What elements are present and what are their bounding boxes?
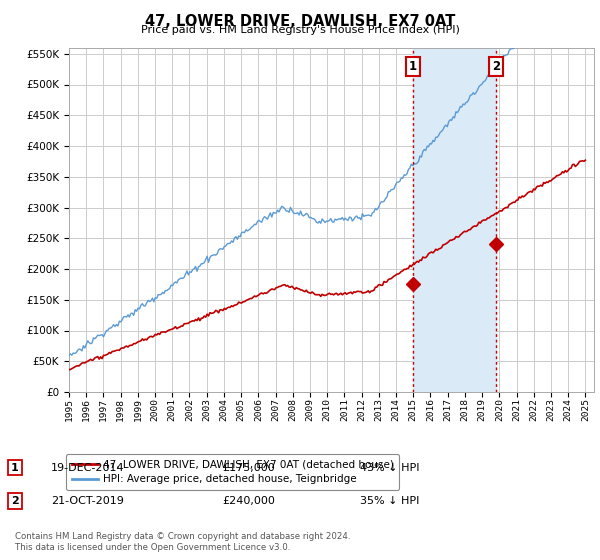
Text: 47, LOWER DRIVE, DAWLISH, EX7 0AT: 47, LOWER DRIVE, DAWLISH, EX7 0AT: [145, 14, 455, 29]
Text: Price paid vs. HM Land Registry's House Price Index (HPI): Price paid vs. HM Land Registry's House …: [140, 25, 460, 35]
Bar: [413, 48, 496, 392]
Text: 1: 1: [11, 463, 19, 473]
Text: 2: 2: [492, 59, 500, 73]
Text: 21-OCT-2019: 21-OCT-2019: [51, 496, 124, 506]
Text: £240,000: £240,000: [222, 496, 275, 506]
Text: £175,000: £175,000: [222, 463, 275, 473]
Text: 2: 2: [11, 496, 19, 506]
Text: Contains HM Land Registry data © Crown copyright and database right 2024.
This d: Contains HM Land Registry data © Crown c…: [15, 532, 350, 552]
Text: 19-DEC-2014: 19-DEC-2014: [51, 463, 125, 473]
Text: 43% ↓ HPI: 43% ↓ HPI: [360, 463, 419, 473]
Legend: 47, LOWER DRIVE, DAWLISH, EX7 0AT (detached house), HPI: Average price, detached: 47, LOWER DRIVE, DAWLISH, EX7 0AT (detac…: [67, 454, 399, 489]
Text: 35% ↓ HPI: 35% ↓ HPI: [360, 496, 419, 506]
Text: 1: 1: [409, 59, 416, 73]
